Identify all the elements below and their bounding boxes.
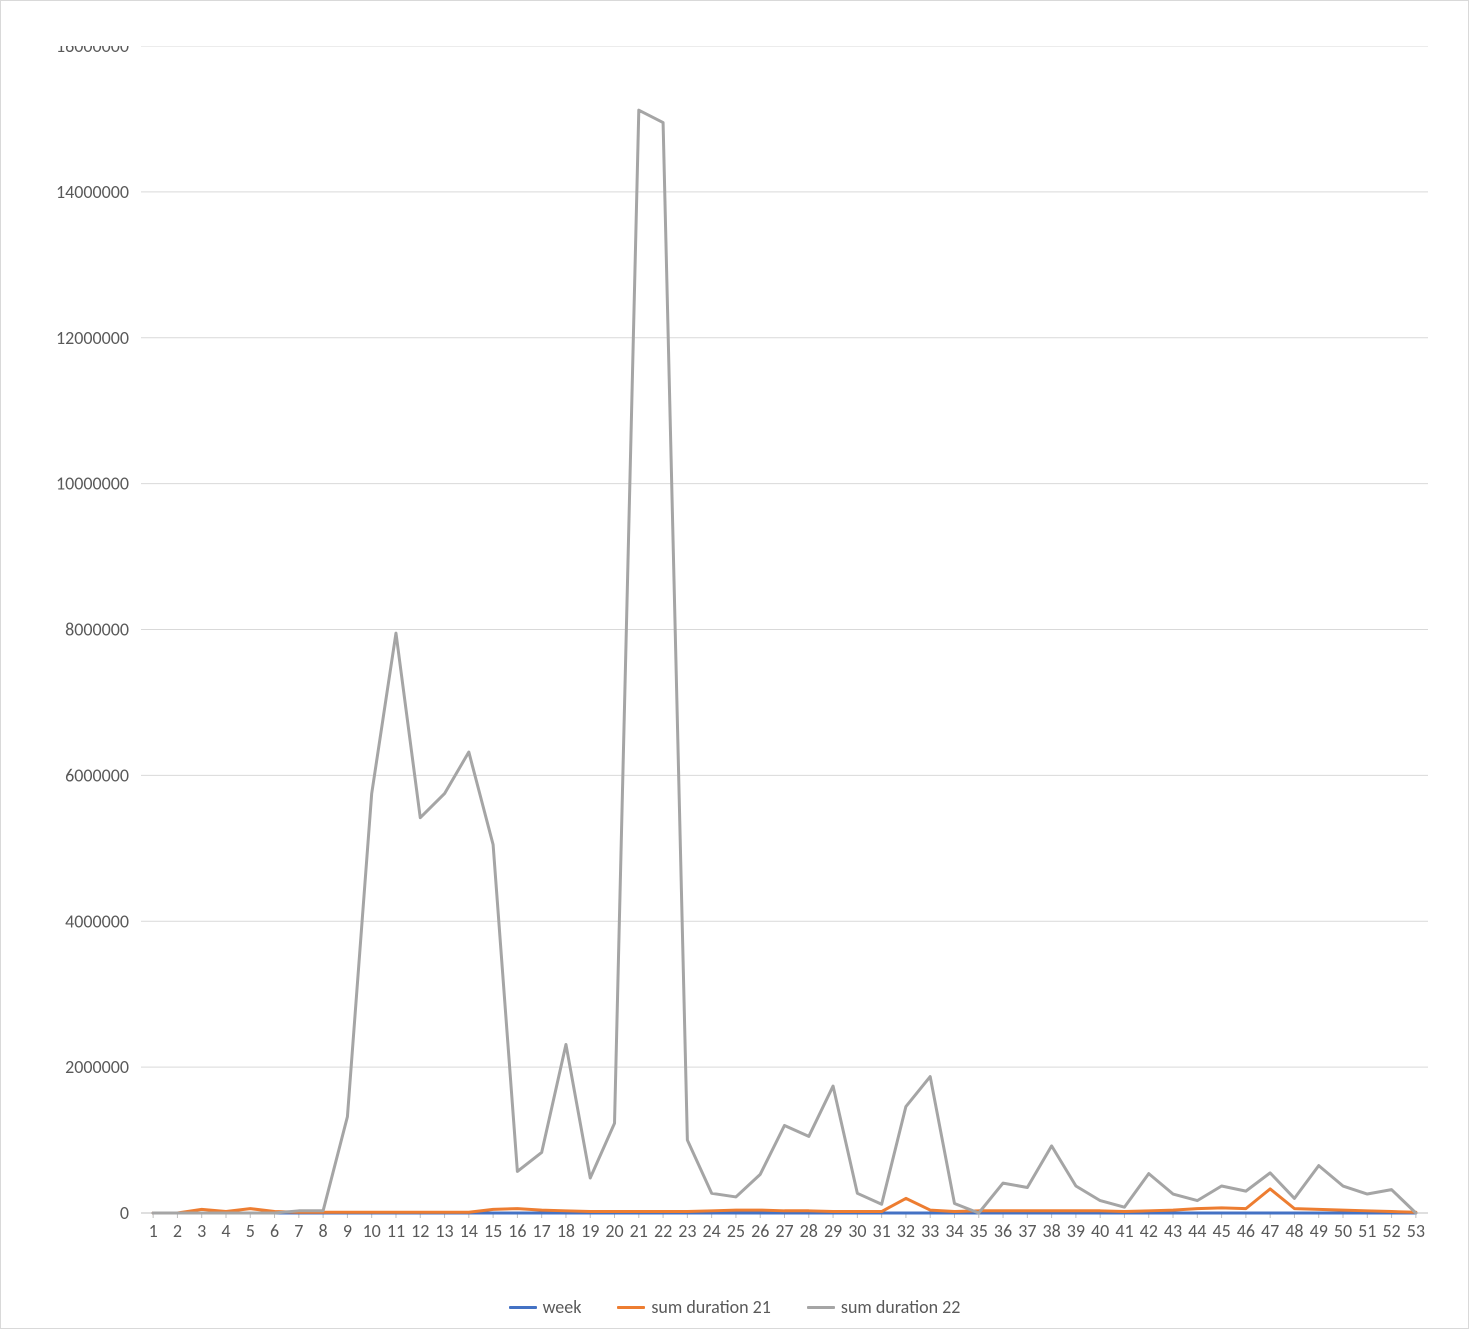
svg-text:36: 36 bbox=[994, 1220, 1012, 1242]
svg-text:4000000: 4000000 bbox=[65, 910, 129, 932]
svg-text:27: 27 bbox=[775, 1220, 793, 1242]
svg-text:2: 2 bbox=[173, 1220, 182, 1242]
svg-text:42: 42 bbox=[1140, 1220, 1158, 1242]
svg-text:47: 47 bbox=[1261, 1220, 1279, 1242]
svg-text:16000000: 16000000 bbox=[56, 46, 129, 57]
svg-text:9: 9 bbox=[343, 1220, 352, 1242]
legend-item-sum21: sum duration 21 bbox=[617, 1296, 771, 1318]
svg-text:20: 20 bbox=[605, 1220, 623, 1242]
svg-text:53: 53 bbox=[1407, 1220, 1425, 1242]
svg-text:19: 19 bbox=[581, 1220, 599, 1242]
svg-text:38: 38 bbox=[1042, 1220, 1060, 1242]
legend-swatch bbox=[509, 1306, 537, 1309]
svg-text:26: 26 bbox=[751, 1220, 769, 1242]
svg-text:17: 17 bbox=[533, 1220, 551, 1242]
legend-label: sum duration 22 bbox=[841, 1296, 961, 1318]
plot-area: 0200000040000006000000800000010000000120… bbox=[31, 46, 1438, 1248]
svg-text:48: 48 bbox=[1285, 1220, 1303, 1242]
svg-text:29: 29 bbox=[824, 1220, 842, 1242]
svg-text:11: 11 bbox=[387, 1220, 405, 1242]
svg-text:24: 24 bbox=[703, 1220, 721, 1242]
svg-text:12000000: 12000000 bbox=[56, 327, 129, 349]
svg-text:31: 31 bbox=[873, 1220, 891, 1242]
svg-text:7: 7 bbox=[294, 1220, 303, 1242]
svg-text:2000000: 2000000 bbox=[65, 1056, 129, 1078]
svg-text:10: 10 bbox=[363, 1220, 381, 1242]
svg-text:6: 6 bbox=[270, 1220, 279, 1242]
svg-text:46: 46 bbox=[1237, 1220, 1255, 1242]
svg-text:33: 33 bbox=[921, 1220, 939, 1242]
svg-text:44: 44 bbox=[1188, 1220, 1206, 1242]
svg-text:32: 32 bbox=[897, 1220, 915, 1242]
svg-text:13: 13 bbox=[435, 1220, 453, 1242]
svg-text:23: 23 bbox=[678, 1220, 696, 1242]
svg-text:39: 39 bbox=[1067, 1220, 1085, 1242]
svg-text:41: 41 bbox=[1115, 1220, 1133, 1242]
svg-text:8000000: 8000000 bbox=[65, 619, 129, 641]
svg-text:3: 3 bbox=[197, 1220, 206, 1242]
chart-container: 0200000040000006000000800000010000000120… bbox=[0, 0, 1469, 1329]
svg-text:52: 52 bbox=[1382, 1220, 1400, 1242]
svg-text:0: 0 bbox=[120, 1202, 129, 1224]
legend-label: week bbox=[543, 1296, 582, 1318]
svg-text:30: 30 bbox=[848, 1220, 866, 1242]
line-chart-svg: 0200000040000006000000800000010000000120… bbox=[31, 46, 1438, 1248]
svg-text:43: 43 bbox=[1164, 1220, 1182, 1242]
svg-text:49: 49 bbox=[1310, 1220, 1328, 1242]
legend-swatch bbox=[807, 1306, 835, 1309]
svg-text:35: 35 bbox=[970, 1220, 988, 1242]
svg-text:51: 51 bbox=[1358, 1220, 1376, 1242]
legend: week sum duration 21 sum duration 22 bbox=[1, 1296, 1468, 1318]
legend-label: sum duration 21 bbox=[651, 1296, 771, 1318]
svg-text:45: 45 bbox=[1212, 1220, 1230, 1242]
svg-text:21: 21 bbox=[630, 1220, 648, 1242]
svg-text:28: 28 bbox=[800, 1220, 818, 1242]
svg-text:8: 8 bbox=[319, 1220, 328, 1242]
svg-text:14: 14 bbox=[460, 1220, 478, 1242]
svg-text:37: 37 bbox=[1018, 1220, 1036, 1242]
svg-text:18: 18 bbox=[557, 1220, 575, 1242]
svg-text:10000000: 10000000 bbox=[56, 473, 129, 495]
svg-text:5: 5 bbox=[246, 1220, 255, 1242]
svg-text:14000000: 14000000 bbox=[56, 181, 129, 203]
svg-text:4: 4 bbox=[221, 1220, 230, 1242]
svg-text:22: 22 bbox=[654, 1220, 672, 1242]
svg-text:25: 25 bbox=[727, 1220, 745, 1242]
legend-swatch bbox=[617, 1306, 645, 1309]
svg-text:12: 12 bbox=[411, 1220, 429, 1242]
svg-text:40: 40 bbox=[1091, 1220, 1109, 1242]
svg-text:15: 15 bbox=[484, 1220, 502, 1242]
svg-text:16: 16 bbox=[508, 1220, 526, 1242]
svg-text:6000000: 6000000 bbox=[65, 764, 129, 786]
svg-text:50: 50 bbox=[1334, 1220, 1352, 1242]
legend-item-week: week bbox=[509, 1296, 582, 1318]
legend-item-sum22: sum duration 22 bbox=[807, 1296, 961, 1318]
svg-text:1: 1 bbox=[149, 1220, 158, 1242]
svg-text:34: 34 bbox=[945, 1220, 963, 1242]
